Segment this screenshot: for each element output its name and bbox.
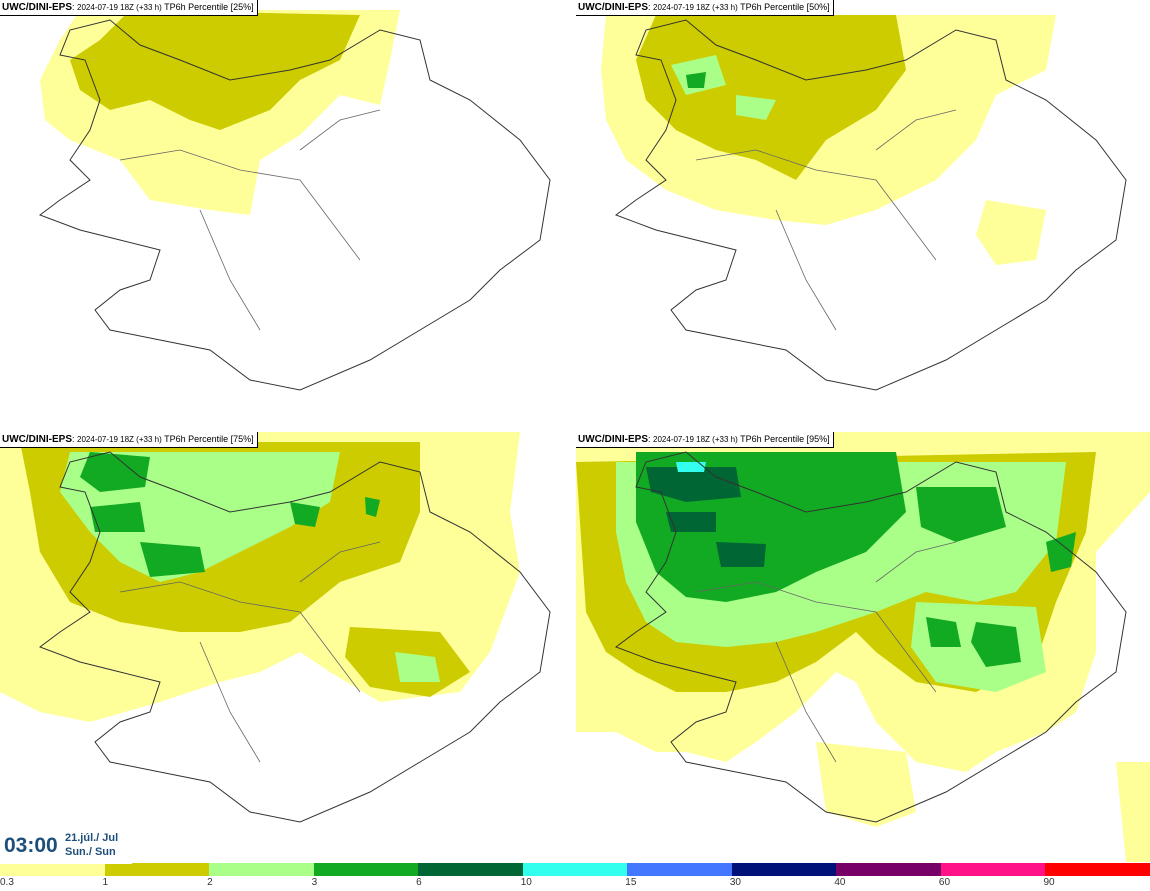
run-time: 2024-07-19 18Z (+33 h) [77,3,162,12]
parameter-name: TP6h Percentile [95%] [740,434,830,444]
precip-area-heavy [671,55,776,120]
colorbar-tick-label: 60 [938,877,951,888]
map-panel-p95: UWC/DINI-EPS: 2024-07-19 18Z (+33 h) TP6… [576,432,1150,862]
road-network [119,109,381,331]
precip-colorbar [0,863,1150,876]
map-panel-p25: UWC/DINI-EPS: 2024-07-19 18Z (+33 h) TP6… [0,0,574,430]
colorbar-tick-label: 2 [207,877,213,888]
valid-time: 03:00 [4,834,58,857]
panel-title-p95: UWC/DINI-EPS: 2024-07-19 18Z (+33 h) TP6… [576,432,834,448]
map-panel-p75: UWC/DINI-EPS: 2024-07-19 18Z (+33 h) TP6… [0,432,574,862]
precip-area-extreme [676,462,706,472]
colorbar-segment [104,863,210,876]
colorbar-tick-label: 10 [520,877,532,888]
parameter-name: TP6h Percentile [50%] [740,2,830,12]
precip-area-very-heavy-east [926,532,1076,667]
iceland-coastline [614,451,1127,823]
valid-time-box: 03:00 21.júl./ Jul Sun./ Sun [0,826,132,864]
map-panel-p50: UWC/DINI-EPS: 2024-07-19 18Z (+33 h) TP6… [576,0,1150,430]
colorbar-segment [940,863,1046,876]
iceland-coastline [38,19,551,391]
colorbar-segment [522,863,628,876]
colorbar-tick-label: 90 [1043,877,1055,888]
colorbar-segment [1045,863,1150,876]
valid-date: 21.júl./ Jul [65,832,119,844]
model-name: UWC/DINI-EPS [2,2,72,13]
precip-area-light-east [976,200,1046,265]
colorbar-tick-label: 40 [834,877,846,888]
colorbar-tick-label: 1 [102,877,109,888]
colorbar-segment [209,863,314,876]
model-name: UWC/DINI-EPS [578,2,648,13]
precip-area-light-south [816,742,1150,862]
colorbar-segment [0,863,105,876]
colorbar-ticks: 0.3 1 2 3 6 10 15 30 40 60 90 [0,877,1150,891]
model-name: UWC/DINI-EPS [578,434,648,445]
precip-area-heavy-east [395,652,440,682]
colorbar-tick-label: 3 [311,877,318,888]
precip-area-intense [646,467,766,567]
panel-title-p50: UWC/DINI-EPS: 2024-07-19 18Z (+33 h) TP6… [576,0,834,16]
model-name: UWC/DINI-EPS [2,434,72,445]
iceland-coastline [614,19,1127,391]
parameter-name: TP6h Percentile [75%] [164,434,254,444]
road-network [695,109,957,331]
precip-area-very-heavy [686,72,706,88]
precip-map-p50 [601,15,1127,391]
precip-map-p25 [38,10,551,391]
panel-title-p75: UWC/DINI-EPS: 2024-07-19 18Z (+33 h) TP6… [0,432,258,448]
road-network [695,541,957,763]
iceland-coastline [38,451,551,823]
valid-day: Sun./ Sun [65,846,116,858]
run-time: 2024-07-19 18Z (+33 h) [653,435,738,444]
road-network [119,541,381,763]
colorbar-tick-label: 0.3 [0,877,14,888]
parameter-name: TP6h Percentile [25%] [164,2,254,12]
precip-area-moderate-2 [140,30,270,85]
colorbar-segment [313,863,419,876]
colorbar-segment [731,863,837,876]
panel-title-p25: UWC/DINI-EPS: 2024-07-19 18Z (+33 h) TP6… [0,0,258,16]
run-time: 2024-07-19 18Z (+33 h) [77,435,162,444]
precip-map-p75 [0,432,551,823]
colorbar-tick-label: 6 [416,877,422,888]
precip-map-p95 [576,432,1150,862]
colorbar-segment [418,863,523,876]
colorbar-tick-label: 30 [729,877,741,888]
run-time: 2024-07-19 18Z (+33 h) [653,3,738,12]
precip-area-moderate [636,15,906,180]
colorbar-segment [836,863,941,876]
precip-area-very-heavy [80,452,380,577]
colorbar-segment [627,863,732,876]
colorbar-tick-label: 15 [625,877,637,888]
